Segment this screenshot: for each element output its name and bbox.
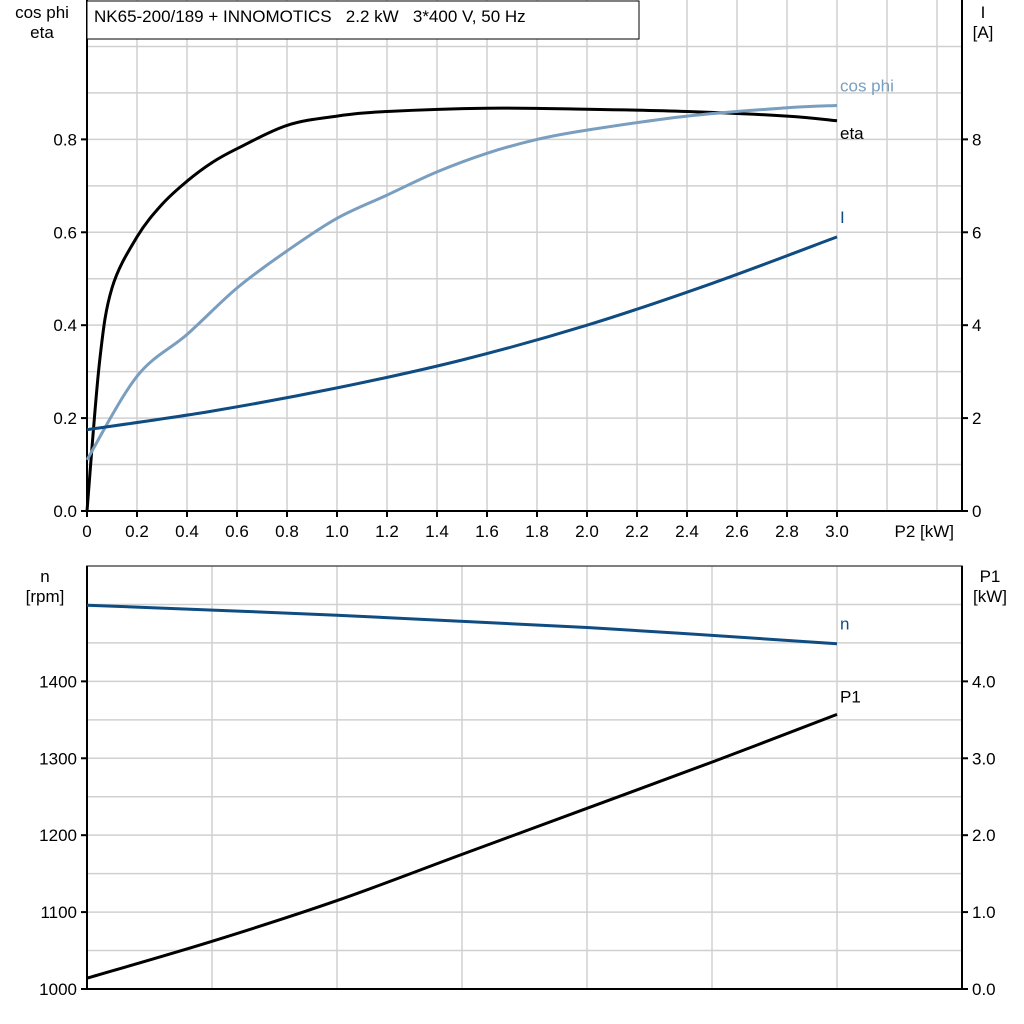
y-axis-label-right: P1 — [980, 567, 1001, 586]
x-tick-label: 1.4 — [425, 522, 449, 541]
y-tick-label-left: 0.0 — [53, 502, 77, 521]
y-tick-label-left: 1200 — [39, 826, 77, 845]
x-tick-label: 2.4 — [675, 522, 699, 541]
series-label-cos-phi: cos phi — [840, 77, 894, 96]
series-line-eta — [85, 106, 838, 512]
x-tick-label: 0 — [82, 522, 91, 541]
x-tick-label: 2.2 — [625, 522, 649, 541]
y-tick-label-right: 0.0 — [972, 980, 996, 999]
series-line-P1 — [86, 712, 838, 980]
x-tick-label: 2.8 — [775, 522, 799, 541]
x-tick-label: 1.0 — [325, 522, 349, 541]
y-tick-label-left: 0.4 — [53, 316, 77, 335]
series-line-n — [86, 603, 838, 646]
y-axis-label-left: cos phi — [15, 3, 69, 22]
y-tick-label-left: 1300 — [39, 749, 77, 768]
x-tick-label: 1.8 — [525, 522, 549, 541]
y-axis-label-right: [kW] — [973, 587, 1007, 606]
x-tick-label: 2.0 — [575, 522, 599, 541]
x-tick-label: 0.2 — [125, 522, 149, 541]
series-label-I: I — [840, 208, 845, 227]
y-tick-label-right: 6 — [972, 223, 981, 242]
series-label-n: n — [840, 615, 849, 634]
y-tick-label-right: 1.0 — [972, 903, 996, 922]
plot-frame — [87, 0, 962, 511]
y-tick-label-left: 0.8 — [53, 130, 77, 149]
x-tick-label: 0.8 — [275, 522, 299, 541]
y-axis-label-right: [A] — [973, 23, 994, 42]
bottom-chart: 100011001200130014000.01.02.03.04.0n[rpm… — [26, 565, 1007, 999]
y-tick-label-right: 4 — [972, 316, 981, 335]
y-tick-label-left: 1100 — [40, 903, 77, 922]
y-axis-label-right: I — [981, 3, 986, 22]
y-axis-label-left: [rpm] — [26, 587, 65, 606]
x-tick-label: 3.0 — [825, 522, 849, 541]
y-axis-label-left: eta — [30, 23, 54, 42]
x-tick-label: 1.2 — [375, 522, 399, 541]
x-tick-label: 2.6 — [725, 522, 749, 541]
y-tick-label-right: 2.0 — [972, 826, 996, 845]
series-label-eta: eta — [840, 124, 864, 143]
y-tick-label-left: 0.2 — [53, 409, 77, 428]
series-line-cos-phi — [85, 104, 838, 461]
y-tick-label-right: 2 — [972, 409, 981, 428]
y-tick-label-right: 4.0 — [972, 672, 996, 691]
y-tick-label-right: 8 — [972, 130, 981, 149]
x-axis-label: P2 [kW] — [894, 522, 954, 541]
plot-frame — [86, 565, 963, 990]
title-box — [86, 0, 640, 40]
y-tick-label-left: 1400 — [39, 672, 77, 691]
x-tick-label: 0.6 — [225, 522, 249, 541]
x-tick-label: 1.6 — [475, 522, 499, 541]
series-line-I — [86, 235, 838, 432]
x-tick-label: 0.4 — [175, 522, 199, 541]
y-axis-label-left: n — [40, 567, 49, 586]
series-label-P1: P1 — [840, 687, 861, 706]
chart-title: NK65-200/189 + INNOMOTICS 2.2 kW 3*400 V… — [94, 7, 526, 26]
top-chart: 0.0 0.2 0.4 0.6 0.8 0 2 4 6 8 0 0.2 0.4 0.6 0.8 1.0 1.2 1… — [15, 0, 993, 541]
y-tick-label-left: 0.6 — [53, 223, 77, 242]
y-tick-label-left: 1000 — [39, 980, 77, 999]
y-tick-label-right: 0 — [972, 502, 981, 521]
y-tick-label-right: 3.0 — [972, 749, 996, 768]
